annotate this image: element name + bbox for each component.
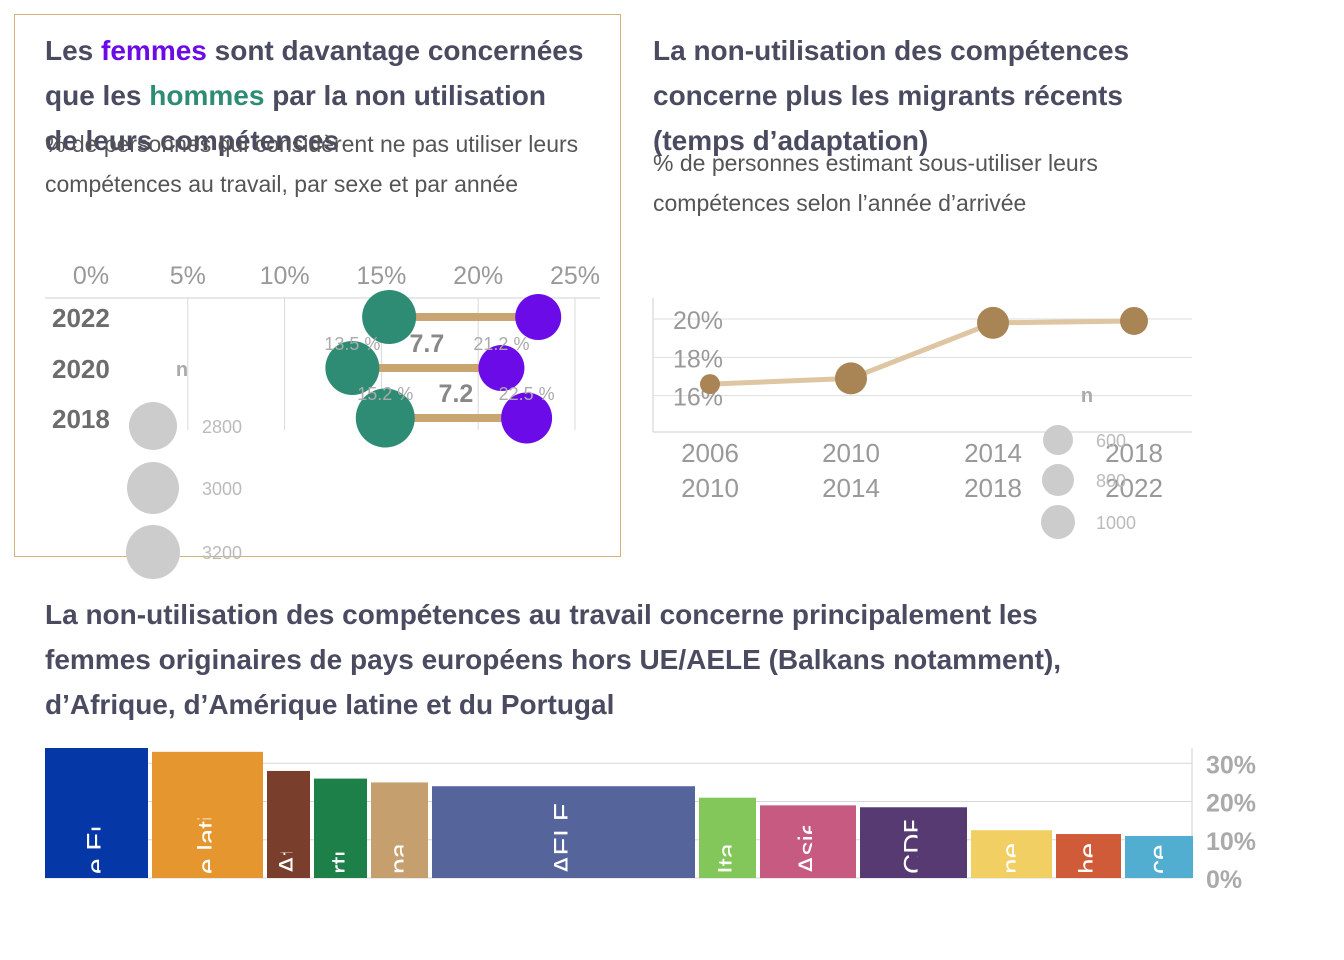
bar-label: CDE bbox=[898, 815, 929, 874]
hommes-point bbox=[355, 388, 415, 448]
x-tick-label: 2022 bbox=[1105, 473, 1163, 503]
chart1-title-hommes: hommes bbox=[149, 80, 265, 111]
chart1-title-text: sont davantage concernées que les bbox=[45, 35, 584, 111]
hommes-value-label: 15.2 % bbox=[357, 384, 413, 404]
x-tick-label: 15% bbox=[356, 262, 406, 290]
chart2-subtitle: % de personnes estimant sous-utiliser le… bbox=[653, 150, 1098, 216]
hommes-point bbox=[362, 290, 417, 344]
bar-label: AELE bbox=[548, 802, 579, 874]
size-legend-title: n bbox=[176, 359, 188, 381]
series-line bbox=[709, 318, 1135, 387]
bar-label: Asie bbox=[793, 820, 824, 874]
bar-label: he bbox=[1073, 843, 1104, 874]
x-tick-label: 2018 bbox=[1105, 438, 1163, 468]
category-label: 2022 bbox=[52, 303, 110, 333]
size-legend-label: 800 bbox=[1096, 471, 1126, 491]
bar bbox=[267, 770, 310, 878]
size-legend-label: 3000 bbox=[202, 479, 242, 499]
category-label: 2018 bbox=[52, 404, 110, 434]
bar-label: e latine bbox=[192, 784, 223, 874]
category-label: 2020 bbox=[52, 354, 110, 384]
difference-label: 7.7 bbox=[410, 330, 445, 358]
x-tick-label: 2006 bbox=[681, 438, 739, 468]
y-tick-label: 0% bbox=[1206, 866, 1242, 894]
hommes-value-label: 13.5 % bbox=[324, 334, 380, 354]
bar-label: Italie bbox=[712, 815, 743, 874]
size-legend-circle bbox=[126, 525, 180, 579]
line-point bbox=[977, 306, 1009, 339]
chart1-title-text: par la non utilisation de leurs compéten… bbox=[45, 80, 546, 156]
size-legend-label: 3200 bbox=[202, 543, 242, 563]
size-legend-label: 1000 bbox=[1096, 513, 1136, 533]
line-point bbox=[700, 374, 720, 395]
femmes-point bbox=[478, 345, 525, 391]
bar-label: e Europe bbox=[81, 760, 112, 874]
bar-label: pagne bbox=[384, 796, 415, 874]
line-point bbox=[1120, 306, 1148, 335]
bar-label: ne bbox=[996, 843, 1027, 874]
y-tick-label: 18% bbox=[673, 345, 723, 373]
femmes-point bbox=[515, 294, 562, 340]
size-legend-circle bbox=[1041, 505, 1075, 539]
x-tick-label: 2014 bbox=[964, 438, 1022, 468]
chart3-title: La non-utilisation des compétences au tr… bbox=[45, 599, 1062, 720]
femmes-value-label: 22.5 % bbox=[499, 384, 555, 404]
x-tick-label: 0% bbox=[73, 262, 109, 290]
x-tick-label: 5% bbox=[170, 262, 206, 290]
chart1-title: Les femmes sont davantage concernées que… bbox=[45, 28, 585, 163]
x-tick-label: 25% bbox=[550, 262, 600, 290]
bar bbox=[1125, 835, 1193, 878]
bar bbox=[971, 830, 1052, 878]
bar bbox=[860, 807, 967, 878]
femmes-point bbox=[501, 392, 553, 444]
y-tick-label: 20% bbox=[1206, 790, 1256, 818]
size-legend-title: n bbox=[1081, 385, 1093, 407]
chart1-frame bbox=[14, 14, 621, 557]
x-tick-label: 2018 bbox=[964, 473, 1022, 503]
x-tick-label: 2010 bbox=[681, 473, 739, 503]
x-tick-label: 10% bbox=[260, 262, 310, 290]
line-point bbox=[835, 362, 867, 395]
chart1-title-text: Les bbox=[45, 35, 102, 66]
y-tick-label: 20% bbox=[673, 307, 723, 335]
bar-label: rtugal bbox=[325, 804, 356, 874]
size-legend-circle bbox=[127, 462, 179, 514]
bar bbox=[371, 782, 428, 878]
y-tick-label: 10% bbox=[1206, 828, 1256, 856]
size-legend-label: 600 bbox=[1096, 431, 1126, 451]
chart2-title: La non-utilisation des compétences conce… bbox=[653, 35, 1130, 156]
size-legend-label: 2800 bbox=[202, 417, 242, 437]
difference-label: 7.2 bbox=[439, 380, 474, 408]
bar-label: ce bbox=[1144, 844, 1175, 874]
bar bbox=[432, 786, 695, 878]
femmes-value-label: 21.2 % bbox=[473, 334, 529, 354]
chart1-title-femmes: femmes bbox=[101, 35, 207, 66]
bar bbox=[1056, 834, 1121, 878]
size-legend-circle bbox=[129, 402, 177, 450]
bar bbox=[699, 797, 756, 878]
x-tick-label: 2010 bbox=[822, 438, 880, 468]
size-legend-circle bbox=[1042, 464, 1074, 496]
bar-label: Afrique bbox=[273, 785, 304, 874]
bar bbox=[760, 805, 856, 878]
size-legend-circle bbox=[1043, 425, 1073, 455]
bar bbox=[314, 778, 367, 878]
y-tick-label: 30% bbox=[1206, 751, 1256, 779]
bar bbox=[152, 751, 263, 878]
x-tick-label: 20% bbox=[453, 262, 503, 290]
chart1-subtitle: % de personnes qui considèrent ne pas ut… bbox=[45, 131, 579, 197]
hommes-point bbox=[325, 341, 380, 395]
x-tick-label: 2014 bbox=[822, 473, 880, 503]
bar bbox=[45, 748, 148, 878]
